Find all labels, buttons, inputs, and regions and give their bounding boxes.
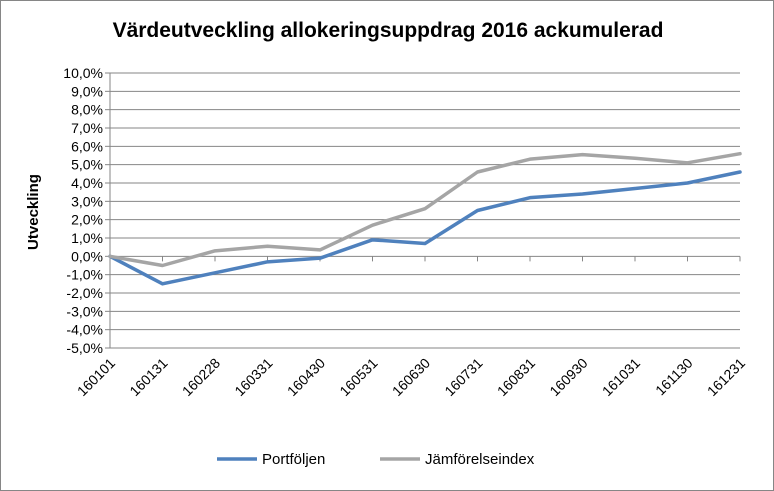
x-tick-label: 161130 [652, 355, 696, 399]
x-tick-label: 160131 [126, 355, 170, 399]
series-lines [108, 151, 742, 286]
y-tick-label: 3,0% [71, 193, 103, 209]
x-tick-label: 161031 [599, 355, 643, 399]
x-tick-label: 160531 [336, 355, 380, 399]
y-tick-label: 6,0% [71, 138, 103, 154]
y-tick-label: 4,0% [71, 175, 103, 191]
y-axis-label: Utveckling [25, 174, 42, 250]
chart-title: Värdeutveckling allokeringsuppdrag 2016 … [112, 19, 664, 42]
y-tick-label: -4,0% [66, 322, 103, 338]
series-line-2 [108, 151, 742, 268]
legend: Portföljen Jämförelseindex [217, 451, 535, 468]
x-tick-label: 160228 [179, 355, 223, 399]
x-tick-labels: 160101 160131 160228 160331 160430 160531 1606… [74, 355, 748, 399]
x-tick-label: 161231 [704, 355, 748, 399]
legend-label-2: Jämförelseindex [425, 451, 535, 468]
y-tick-label: 7,0% [71, 120, 103, 136]
x-tick-label: 160930 [546, 355, 590, 399]
y-tick-label: 2,0% [71, 212, 103, 228]
y-tick-labels: -5,0% -4,0% -3,0% -2,0% -1,0% 0,0% 1,0% 2,0% 3,0… [63, 65, 103, 356]
y-tick-label: -2,0% [66, 285, 103, 301]
x-tick-label: 160831 [494, 355, 538, 399]
y-tick-label: 0,0% [71, 248, 103, 264]
y-tick-label: 9,0% [71, 83, 103, 99]
x-tick-label: 160430 [284, 355, 328, 399]
y-tick-label: -5,0% [66, 340, 103, 356]
y-tick-label: 5,0% [71, 157, 103, 173]
y-tick-label: 8,0% [71, 102, 103, 118]
legend-label-1: Portföljen [262, 451, 325, 468]
x-tick-label: 160731 [441, 355, 485, 399]
y-tick-label: 10,0% [63, 65, 103, 81]
y-tick-label: -3,0% [66, 303, 103, 319]
x-tick-label: 160331 [231, 355, 275, 399]
x-tick-label: 160630 [389, 355, 433, 399]
series-line-1 [108, 170, 742, 286]
y-tick-label: 1,0% [71, 230, 103, 246]
grid [105, 72, 741, 349]
y-tick-label: -1,0% [66, 267, 103, 283]
x-tick-label: 160101 [74, 355, 118, 399]
